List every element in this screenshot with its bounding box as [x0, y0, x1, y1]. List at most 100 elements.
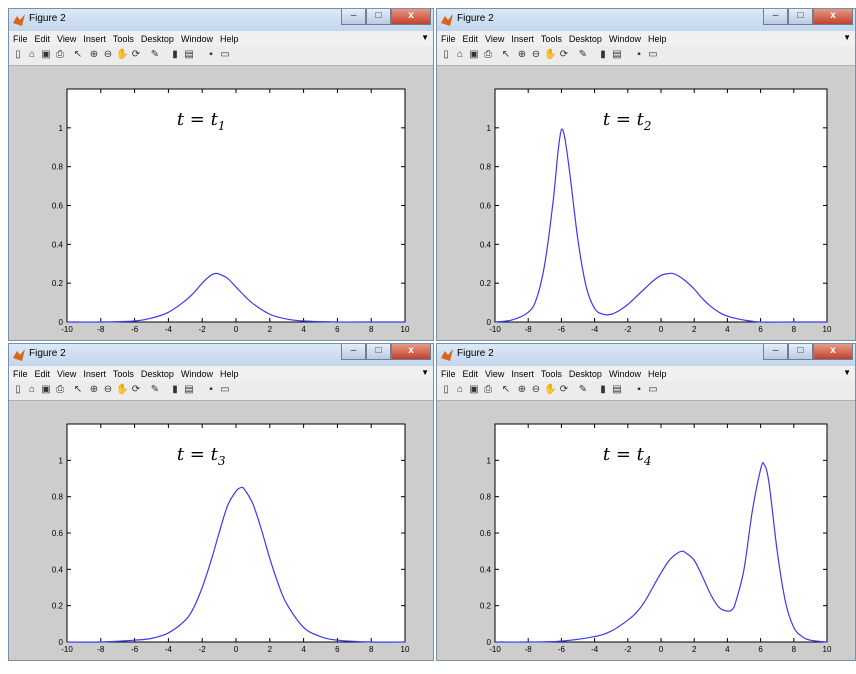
rotate-3d-icon[interactable]: ⟳	[559, 384, 569, 395]
zoom-out-icon[interactable]: ⊖	[103, 49, 113, 60]
print-icon[interactable]: ⎙	[56, 384, 64, 395]
close-button[interactable]: x	[391, 9, 431, 25]
zoom-in-icon[interactable]: ⊕	[89, 49, 99, 60]
pan-hand-icon[interactable]: ✋	[544, 49, 557, 60]
close-button[interactable]: x	[813, 344, 853, 360]
show-plot-tools-icon[interactable]: ▭	[220, 49, 230, 60]
show-plot-tools-icon[interactable]: ▭	[648, 384, 658, 395]
new-file-icon[interactable]: ▯	[443, 384, 449, 395]
menu-insert[interactable]: Insert	[511, 33, 534, 44]
maximize-button[interactable]: □	[366, 9, 391, 25]
menu-help[interactable]: Help	[219, 368, 239, 379]
menu-tools[interactable]: Tools	[112, 368, 134, 379]
minimize-button[interactable]: –	[763, 9, 788, 25]
hide-plot-tools-icon[interactable]: ▪	[637, 384, 641, 395]
maximize-button[interactable]: □	[788, 9, 813, 25]
show-plot-tools-icon[interactable]: ▭	[220, 384, 230, 395]
save-icon[interactable]: ▣	[469, 384, 479, 395]
menu-file[interactable]: File	[13, 33, 28, 44]
minimize-button[interactable]: –	[763, 344, 788, 360]
plot-axes[interactable]: -10 -8 -6 -4 -2 0 2 4 6 8 10 0 0.2 0.4 0.6 0.8 1 t = t1	[9, 66, 433, 340]
data-cursor-icon[interactable]: ✎	[578, 49, 588, 60]
menu-dock-arrow-icon[interactable]: ▼	[421, 33, 429, 42]
menu-edit[interactable]: Edit	[34, 368, 51, 379]
menu-dock-arrow-icon[interactable]: ▼	[843, 33, 851, 42]
menu-view[interactable]: View	[57, 368, 77, 379]
zoom-in-icon[interactable]: ⊕	[89, 384, 99, 395]
zoom-out-icon[interactable]: ⊖	[531, 49, 541, 60]
open-folder-icon[interactable]: ⌂	[456, 384, 464, 395]
colorbar-icon[interactable]: ▮	[600, 49, 606, 60]
print-icon[interactable]: ⎙	[484, 49, 492, 60]
plot-axes[interactable]: -10 -8 -6 -4 -2 0 2 4 6 8 10 0 0.2 0.4 0.6 0.8 1 t = t4	[437, 401, 855, 660]
menu-view[interactable]: View	[57, 33, 77, 44]
colorbar-icon[interactable]: ▮	[172, 49, 178, 60]
colorbar-icon[interactable]: ▮	[600, 384, 606, 395]
zoom-in-icon[interactable]: ⊕	[517, 384, 527, 395]
menu-desktop[interactable]: Desktop	[568, 368, 602, 379]
maximize-button[interactable]: □	[366, 344, 391, 360]
menu-help[interactable]: Help	[647, 33, 667, 44]
data-cursor-icon[interactable]: ✎	[578, 384, 588, 395]
rotate-3d-icon[interactable]: ⟳	[559, 49, 569, 60]
print-icon[interactable]: ⎙	[56, 49, 64, 60]
legend-icon[interactable]: ▤	[612, 384, 622, 395]
data-cursor-icon[interactable]: ✎	[150, 384, 160, 395]
hide-plot-tools-icon[interactable]: ▪	[209, 384, 213, 395]
menu-window[interactable]: Window	[180, 33, 213, 44]
title-bar[interactable]: Figure 2 – □ x	[437, 9, 855, 32]
pointer-icon[interactable]: ↖	[501, 384, 511, 395]
open-folder-icon[interactable]: ⌂	[456, 49, 464, 60]
new-file-icon[interactable]: ▯	[15, 49, 21, 60]
menu-file[interactable]: File	[13, 368, 28, 379]
maximize-button[interactable]: □	[788, 344, 813, 360]
menu-tools[interactable]: Tools	[112, 33, 134, 44]
new-file-icon[interactable]: ▯	[443, 49, 449, 60]
menu-view[interactable]: View	[485, 33, 505, 44]
zoom-in-icon[interactable]: ⊕	[517, 49, 527, 60]
menu-edit[interactable]: Edit	[34, 33, 51, 44]
title-bar[interactable]: Figure 2 – □ x	[9, 344, 433, 367]
data-cursor-icon[interactable]: ✎	[150, 49, 160, 60]
menu-desktop[interactable]: Desktop	[140, 368, 174, 379]
title-bar[interactable]: Figure 2 – □ x	[9, 9, 433, 32]
colorbar-icon[interactable]: ▮	[172, 384, 178, 395]
menu-file[interactable]: File	[441, 33, 456, 44]
show-plot-tools-icon[interactable]: ▭	[648, 49, 658, 60]
hide-plot-tools-icon[interactable]: ▪	[637, 49, 641, 60]
menu-dock-arrow-icon[interactable]: ▼	[843, 368, 851, 377]
legend-icon[interactable]: ▤	[184, 384, 194, 395]
menu-help[interactable]: Help	[219, 33, 239, 44]
pointer-icon[interactable]: ↖	[501, 49, 511, 60]
menu-desktop[interactable]: Desktop	[140, 33, 174, 44]
menu-desktop[interactable]: Desktop	[568, 33, 602, 44]
print-icon[interactable]: ⎙	[484, 384, 492, 395]
menu-dock-arrow-icon[interactable]: ▼	[421, 368, 429, 377]
menu-insert[interactable]: Insert	[511, 368, 534, 379]
zoom-out-icon[interactable]: ⊖	[531, 384, 541, 395]
menu-file[interactable]: File	[441, 368, 456, 379]
menu-insert[interactable]: Insert	[83, 368, 106, 379]
menu-window[interactable]: Window	[608, 33, 641, 44]
pan-hand-icon[interactable]: ✋	[116, 49, 129, 60]
menu-edit[interactable]: Edit	[462, 33, 479, 44]
pointer-icon[interactable]: ↖	[73, 384, 83, 395]
hide-plot-tools-icon[interactable]: ▪	[209, 49, 213, 60]
open-folder-icon[interactable]: ⌂	[28, 49, 36, 60]
open-folder-icon[interactable]: ⌂	[28, 384, 36, 395]
rotate-3d-icon[interactable]: ⟳	[131, 49, 141, 60]
pointer-icon[interactable]: ↖	[73, 49, 83, 60]
zoom-out-icon[interactable]: ⊖	[103, 384, 113, 395]
menu-tools[interactable]: Tools	[540, 33, 562, 44]
rotate-3d-icon[interactable]: ⟳	[131, 384, 141, 395]
menu-insert[interactable]: Insert	[83, 33, 106, 44]
plot-axes[interactable]: -10 -8 -6 -4 -2 0 2 4 6 8 10 0 0.2 0.4 0.6 0.8 1 t = t3	[9, 401, 433, 660]
title-bar[interactable]: Figure 2 – □ x	[437, 344, 855, 367]
pan-hand-icon[interactable]: ✋	[544, 384, 557, 395]
menu-window[interactable]: Window	[180, 368, 213, 379]
minimize-button[interactable]: –	[341, 9, 366, 25]
menu-view[interactable]: View	[485, 368, 505, 379]
new-file-icon[interactable]: ▯	[15, 384, 21, 395]
close-button[interactable]: x	[391, 344, 431, 360]
save-icon[interactable]: ▣	[41, 384, 51, 395]
